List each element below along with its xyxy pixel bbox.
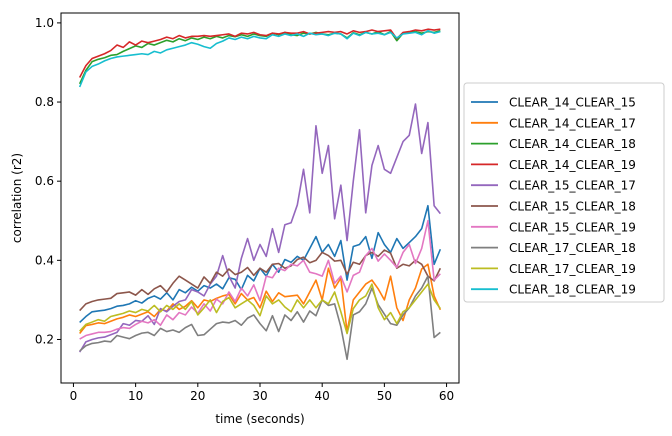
x-tick-label: 30 bbox=[252, 389, 267, 403]
legend-label: CLEAR_15_CLEAR_18 bbox=[509, 200, 636, 214]
series-line-clear-14-clear-17 bbox=[79, 263, 442, 335]
legend-item: CLEAR_14_CLEAR_19 bbox=[471, 158, 636, 172]
legend: CLEAR_14_CLEAR_15 CLEAR_14_CLEAR_17 CLEAR_… bbox=[463, 82, 665, 303]
legend-label: CLEAR_14_CLEAR_18 bbox=[509, 137, 636, 151]
legend-item: CLEAR_15_CLEAR_18 bbox=[471, 200, 636, 214]
y-tick-label: 1.0 bbox=[35, 16, 54, 30]
series-line-clear-15-clear-17 bbox=[78, 103, 441, 353]
legend-item: CLEAR_14_CLEAR_17 bbox=[471, 116, 636, 130]
legend-label: CLEAR_17_CLEAR_19 bbox=[509, 262, 636, 276]
series-line-clear-15-clear-18 bbox=[79, 249, 442, 312]
x-axis-ticks: 0 10 20 30 40 50 60 bbox=[70, 383, 454, 403]
legend-item: CLEAR_18_CLEAR_19 bbox=[471, 283, 636, 297]
legend-label: CLEAR_14_CLEAR_17 bbox=[509, 116, 636, 130]
legend-label: CLEAR_15_CLEAR_19 bbox=[509, 220, 636, 234]
legend-item: CLEAR_14_CLEAR_18 bbox=[471, 137, 636, 151]
y-tick-label: 0.6 bbox=[35, 174, 54, 188]
x-tick-label: 20 bbox=[190, 389, 205, 403]
legend-item: CLEAR_15_CLEAR_19 bbox=[471, 220, 636, 234]
x-axis-title: time (seconds) bbox=[215, 412, 304, 426]
legend-label: CLEAR_14_CLEAR_15 bbox=[509, 96, 636, 110]
legend-item: CLEAR_14_CLEAR_15 bbox=[471, 96, 636, 110]
series-line-clear-18-clear-19 bbox=[78, 30, 441, 88]
series-line-clear-14-clear-15 bbox=[79, 204, 442, 324]
series-line-clear-17-clear-19 bbox=[79, 283, 441, 335]
series-lines bbox=[78, 28, 442, 361]
y-axis-ticks: 0.2 0.4 0.6 0.8 1.0 bbox=[35, 16, 61, 346]
legend-frame bbox=[463, 82, 665, 303]
y-tick-label: 0.8 bbox=[35, 95, 54, 109]
legend-label: CLEAR_14_CLEAR_19 bbox=[509, 158, 636, 172]
series-line-clear-14-clear-19 bbox=[78, 28, 441, 78]
y-axis-title: correlation (r2) bbox=[10, 153, 24, 243]
x-tick-label: 40 bbox=[315, 389, 330, 403]
series-line-clear-17-clear-18 bbox=[79, 275, 441, 361]
y-tick-label: 0.2 bbox=[35, 332, 54, 346]
legend-item: CLEAR_17_CLEAR_19 bbox=[471, 262, 636, 276]
x-tick-label: 50 bbox=[377, 389, 392, 403]
legend-item: CLEAR_17_CLEAR_18 bbox=[471, 241, 636, 255]
series-line-clear-14-clear-18 bbox=[78, 30, 441, 85]
series-line-clear-15-clear-19 bbox=[79, 219, 441, 340]
legend-label: CLEAR_17_CLEAR_18 bbox=[509, 241, 636, 255]
x-tick-label: 10 bbox=[128, 389, 143, 403]
legend-label: CLEAR_15_CLEAR_17 bbox=[509, 179, 636, 193]
y-tick-label: 0.4 bbox=[35, 253, 54, 267]
legend-label: CLEAR_18_CLEAR_19 bbox=[509, 283, 636, 297]
x-tick-label: 0 bbox=[70, 389, 78, 403]
legend-item: CLEAR_15_CLEAR_17 bbox=[471, 179, 636, 193]
x-tick-label: 60 bbox=[439, 389, 454, 403]
